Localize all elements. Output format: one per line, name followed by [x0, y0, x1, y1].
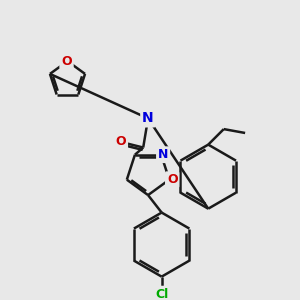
Text: Cl: Cl: [155, 288, 168, 300]
Text: O: O: [61, 55, 72, 68]
Text: O: O: [116, 135, 126, 148]
Text: N: N: [142, 111, 154, 125]
Text: O: O: [167, 173, 178, 186]
Text: N: N: [158, 148, 168, 161]
